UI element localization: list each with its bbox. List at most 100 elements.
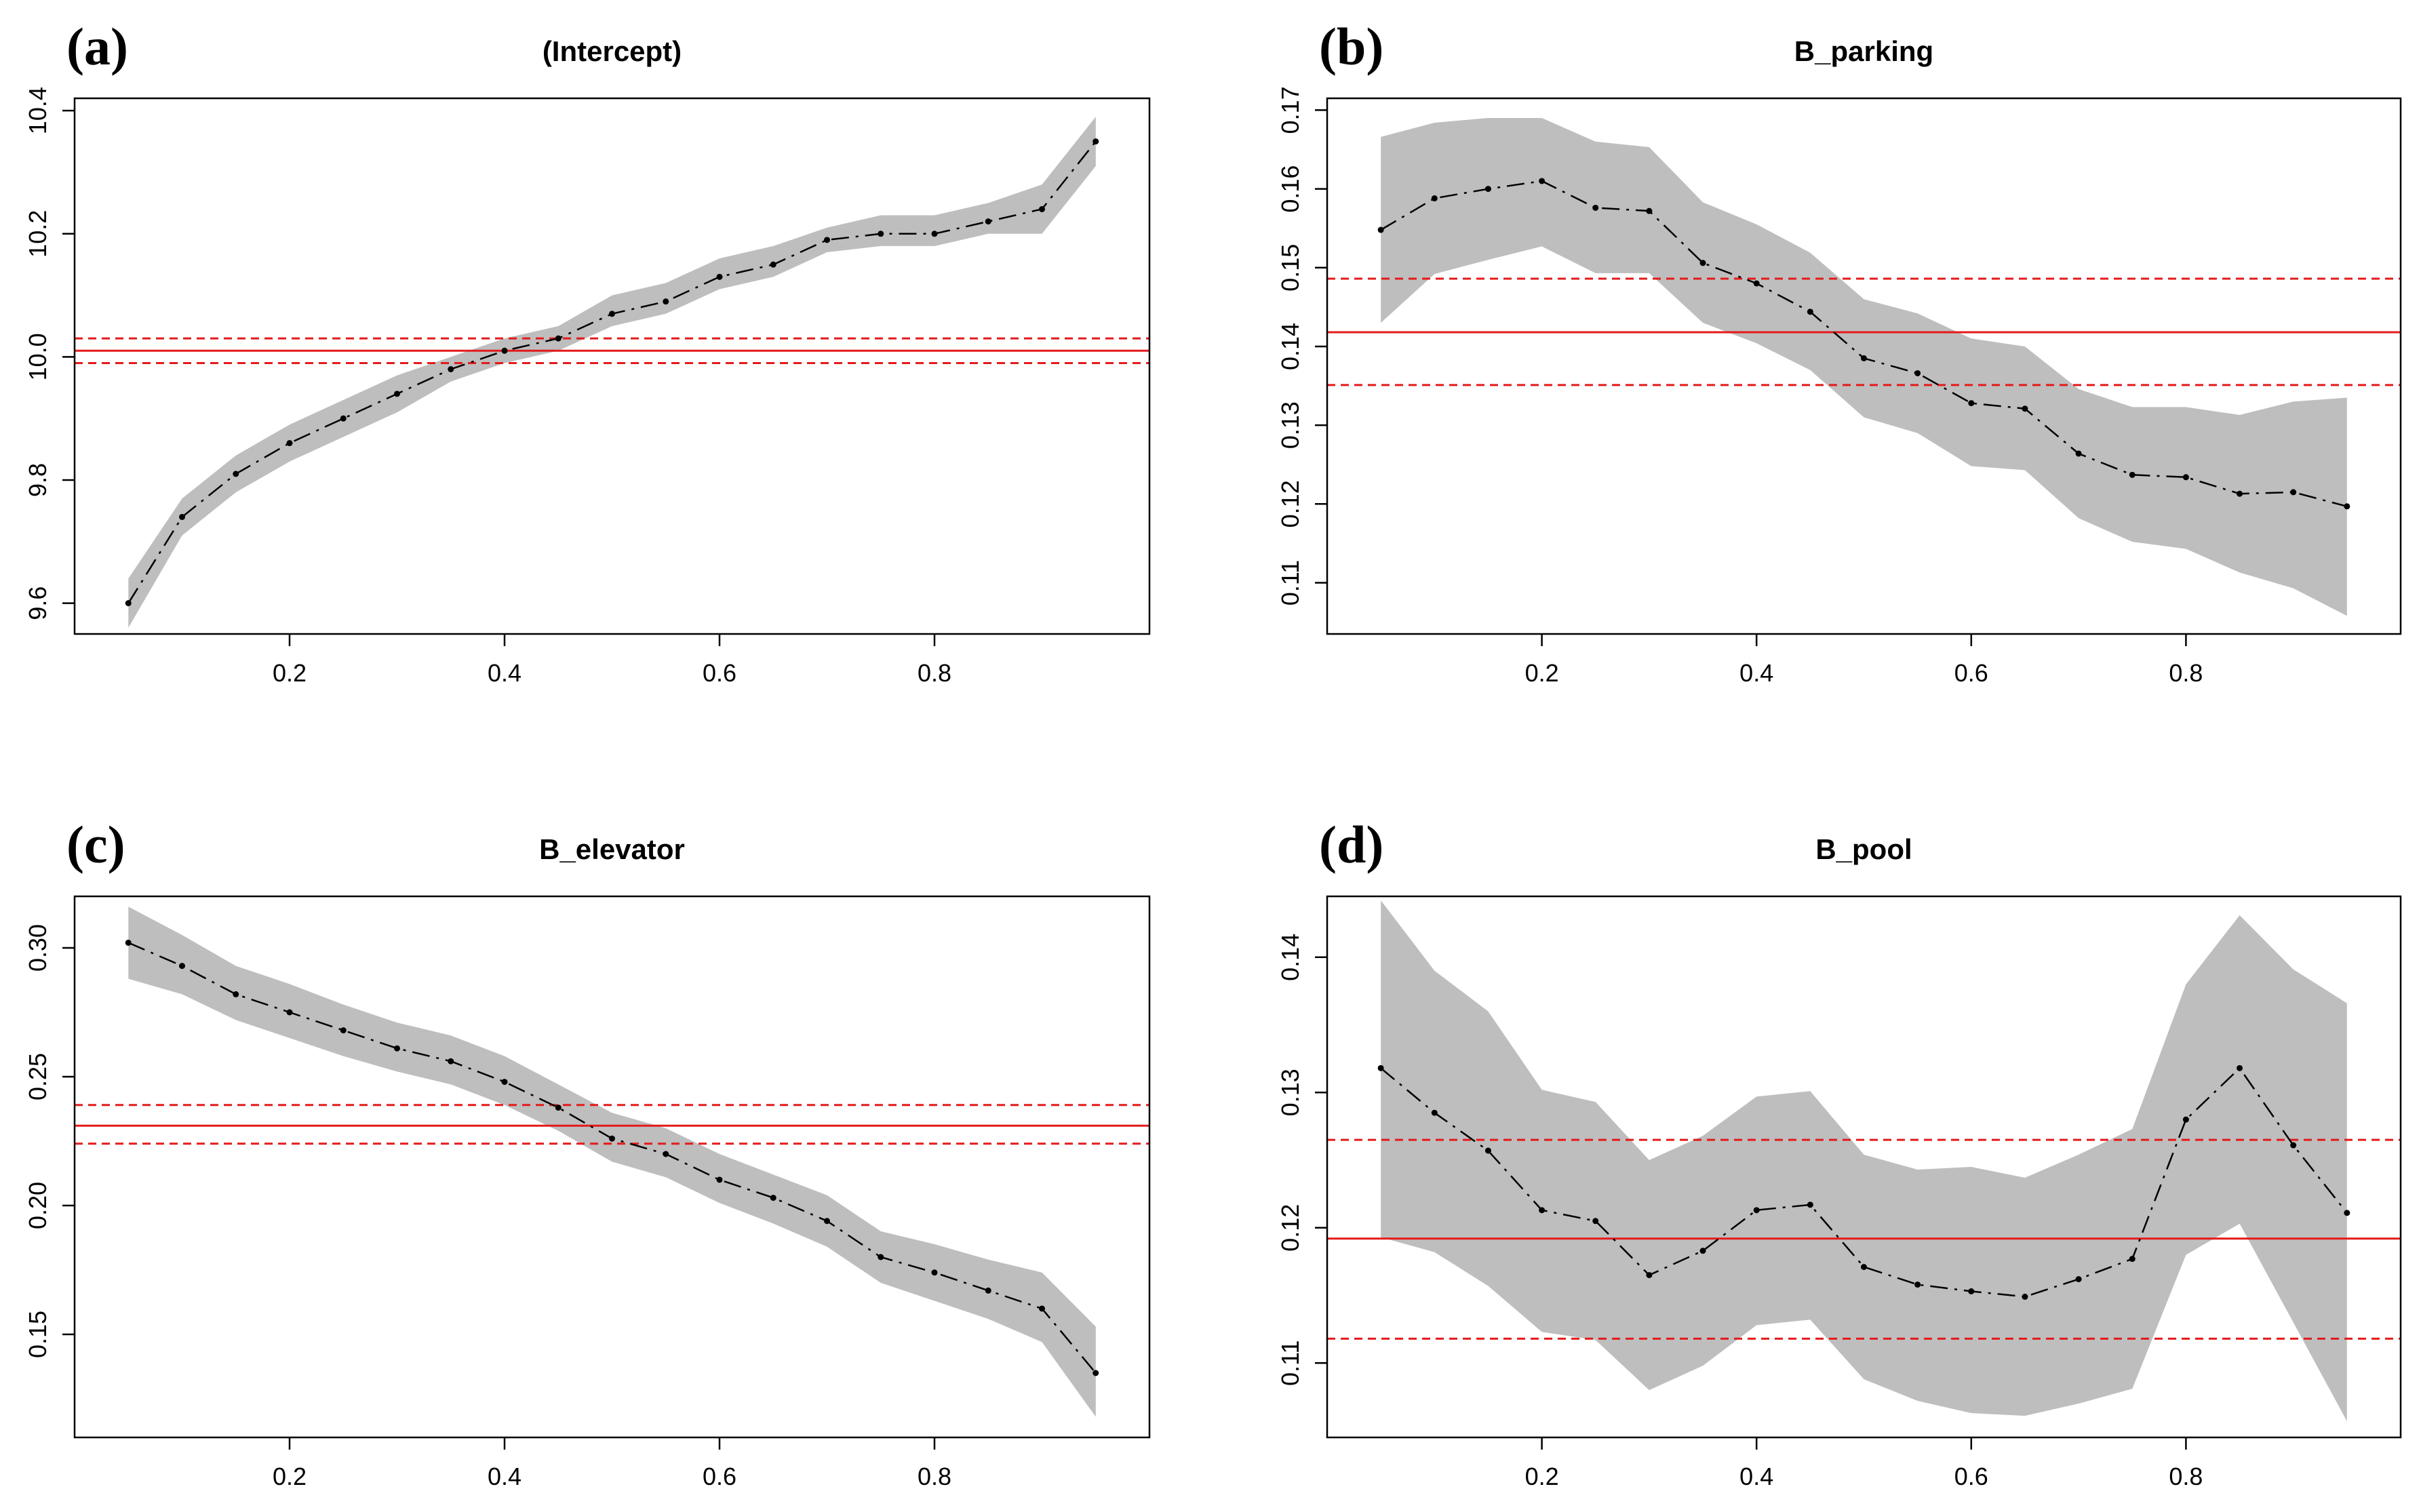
- estimate-point: [555, 1105, 562, 1111]
- y-tick-label: 0.30: [24, 924, 52, 972]
- estimate-point: [1431, 195, 1438, 202]
- panel-label: (a): [66, 17, 128, 76]
- y-tick-label: 0.12: [1276, 1204, 1304, 1252]
- estimate-point: [286, 440, 293, 447]
- estimate-point: [501, 1079, 508, 1086]
- y-tick-label: 0.13: [1276, 1069, 1304, 1116]
- estimate-point: [233, 471, 239, 477]
- estimate-point: [125, 600, 132, 607]
- panel-title: B_parking: [1794, 35, 1933, 67]
- plot-frame: [1326, 97, 2402, 635]
- estimate-point: [1592, 204, 1599, 211]
- estimate-point: [1431, 1109, 1438, 1116]
- estimate-point: [448, 366, 454, 373]
- y-tick-label: 0.13: [1276, 401, 1304, 449]
- y-tick-label: 0.15: [1276, 244, 1304, 292]
- panel-label: (c): [66, 815, 125, 874]
- estimate-point: [179, 963, 185, 970]
- plot-frame: [1326, 895, 2402, 1439]
- estimate-point: [931, 231, 938, 237]
- estimate-point: [2129, 1256, 2135, 1262]
- y-tick-label: 0.16: [1276, 165, 1304, 213]
- estimate-point: [1914, 370, 1921, 376]
- x-tick-label: 0.4: [1739, 1463, 1773, 1490]
- estimate-point: [1861, 355, 1867, 361]
- confidence-band: [1381, 900, 2347, 1422]
- estimate-point: [1807, 1201, 1813, 1208]
- estimate-point: [1093, 138, 1099, 145]
- estimate-point: [824, 237, 830, 243]
- panel-title: (Intercept): [543, 35, 682, 67]
- y-tick-label: 10.0: [24, 333, 52, 380]
- estimate-point: [1699, 1248, 1706, 1254]
- estimate-point: [1039, 1305, 1045, 1312]
- plot-frame: [73, 895, 1151, 1439]
- estimate-point: [931, 1269, 938, 1276]
- x-tick-label: 0.4: [1739, 659, 1773, 687]
- confidence-band: [128, 907, 1096, 1417]
- y-tick-label: 0.11: [1276, 560, 1304, 605]
- estimate-point: [2344, 503, 2350, 510]
- estimate-point: [985, 1287, 991, 1294]
- estimate-point: [716, 1176, 723, 1183]
- plot-frame: [73, 97, 1151, 635]
- panel-a: (a) (Intercept) 0.2 0.4 0.6 0.8 9.6 9.8 10.0 10…: [24, 17, 1151, 687]
- y-tick-label: 0.20: [24, 1182, 52, 1229]
- y-tick-label: 0.12: [1276, 480, 1304, 528]
- estimate-point: [716, 273, 723, 280]
- x-tick-label: 0.2: [1525, 1463, 1559, 1490]
- panel-d: (d) B_pool 0.2 0.4 0.6 0.8 0.11 0.12 0.13 0.14: [1276, 815, 2402, 1490]
- estimate-point: [1968, 1288, 1975, 1295]
- x-tick-label: 0.8: [918, 1463, 951, 1490]
- x-tick-label: 0.2: [273, 659, 307, 687]
- estimate-point: [233, 991, 239, 997]
- estimate-point: [2022, 1294, 2028, 1300]
- estimate-point: [179, 513, 185, 520]
- confidence-band: [1381, 118, 2347, 616]
- estimate-point: [663, 298, 669, 305]
- y-tick-label: 0.14: [1276, 323, 1304, 370]
- estimate-point: [286, 1009, 293, 1016]
- y-tick-label: 0.14: [1276, 934, 1304, 981]
- estimate-point: [125, 939, 132, 946]
- estimate-point: [1753, 280, 1760, 287]
- estimate-point: [1484, 1147, 1491, 1154]
- estimate-point: [2237, 490, 2243, 497]
- estimate-point: [555, 335, 562, 342]
- panel-label: (b): [1319, 17, 1383, 76]
- x-tick-label: 0.6: [1954, 659, 1988, 687]
- estimate-point: [340, 415, 347, 422]
- x-tick-label: 0.6: [703, 659, 736, 687]
- estimate-point: [1699, 260, 1706, 266]
- panel-c: (c) B_elevator 0.2 0.4 0.6 0.8 0.15 0.20 0.25 0…: [24, 815, 1151, 1490]
- y-tick-label: 0.15: [24, 1311, 52, 1358]
- x-tick-label: 0.6: [1954, 1463, 1988, 1490]
- x-tick-label: 0.4: [488, 1463, 521, 1490]
- estimate-point: [1753, 1207, 1760, 1214]
- estimate-point: [1646, 207, 1653, 214]
- x-tick-label: 0.8: [2169, 1463, 2203, 1490]
- estimate-point: [2075, 450, 2082, 457]
- estimate-point: [2022, 405, 2028, 412]
- y-tick-label: 0.11: [1276, 1340, 1304, 1386]
- estimate-point: [1377, 226, 1384, 233]
- estimate-point: [1646, 1272, 1653, 1279]
- y-tick-label: 0.17: [1276, 86, 1304, 134]
- estimate-point: [824, 1218, 830, 1225]
- estimate-point: [1914, 1281, 1921, 1288]
- estimate-point: [2182, 1116, 2189, 1123]
- confidence-band: [128, 117, 1096, 628]
- y-tick-label: 10.2: [24, 210, 52, 258]
- x-tick-label: 0.6: [703, 1463, 736, 1490]
- estimate-point: [2290, 1142, 2297, 1149]
- estimate-point: [1592, 1218, 1599, 1225]
- x-tick-label: 0.8: [918, 659, 951, 687]
- estimate-point: [2182, 474, 2189, 481]
- estimate-point: [394, 1045, 400, 1052]
- x-tick-label: 0.2: [273, 1463, 307, 1490]
- panel-b: (b) B_parking 0.2 0.4 0.6 0.8 0.11 0.12 0.13 0.…: [1276, 17, 2402, 687]
- panel-label: (d): [1319, 815, 1383, 874]
- estimate-point: [2237, 1065, 2243, 1071]
- estimate-point: [1539, 178, 1546, 184]
